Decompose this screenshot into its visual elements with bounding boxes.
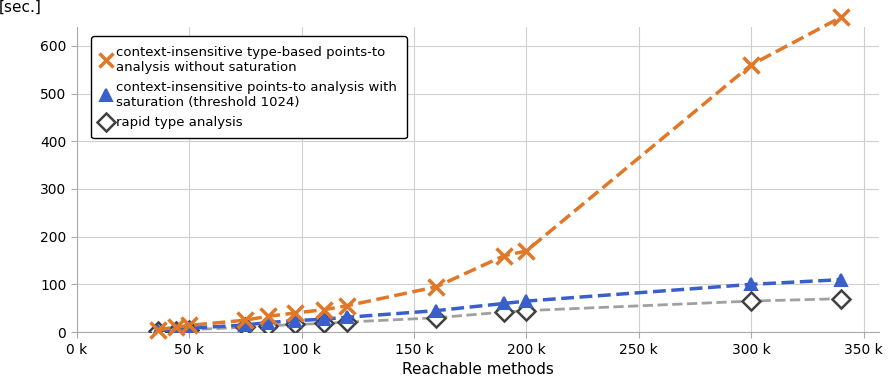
Legend: context-insensitive type-based points-to
analysis without saturation, context-in: context-insensitive type-based points-to… [91, 36, 407, 138]
X-axis label: Reachable methods: Reachable methods [402, 362, 554, 377]
Y-axis label: [sec.]: [sec.] [0, 0, 42, 15]
